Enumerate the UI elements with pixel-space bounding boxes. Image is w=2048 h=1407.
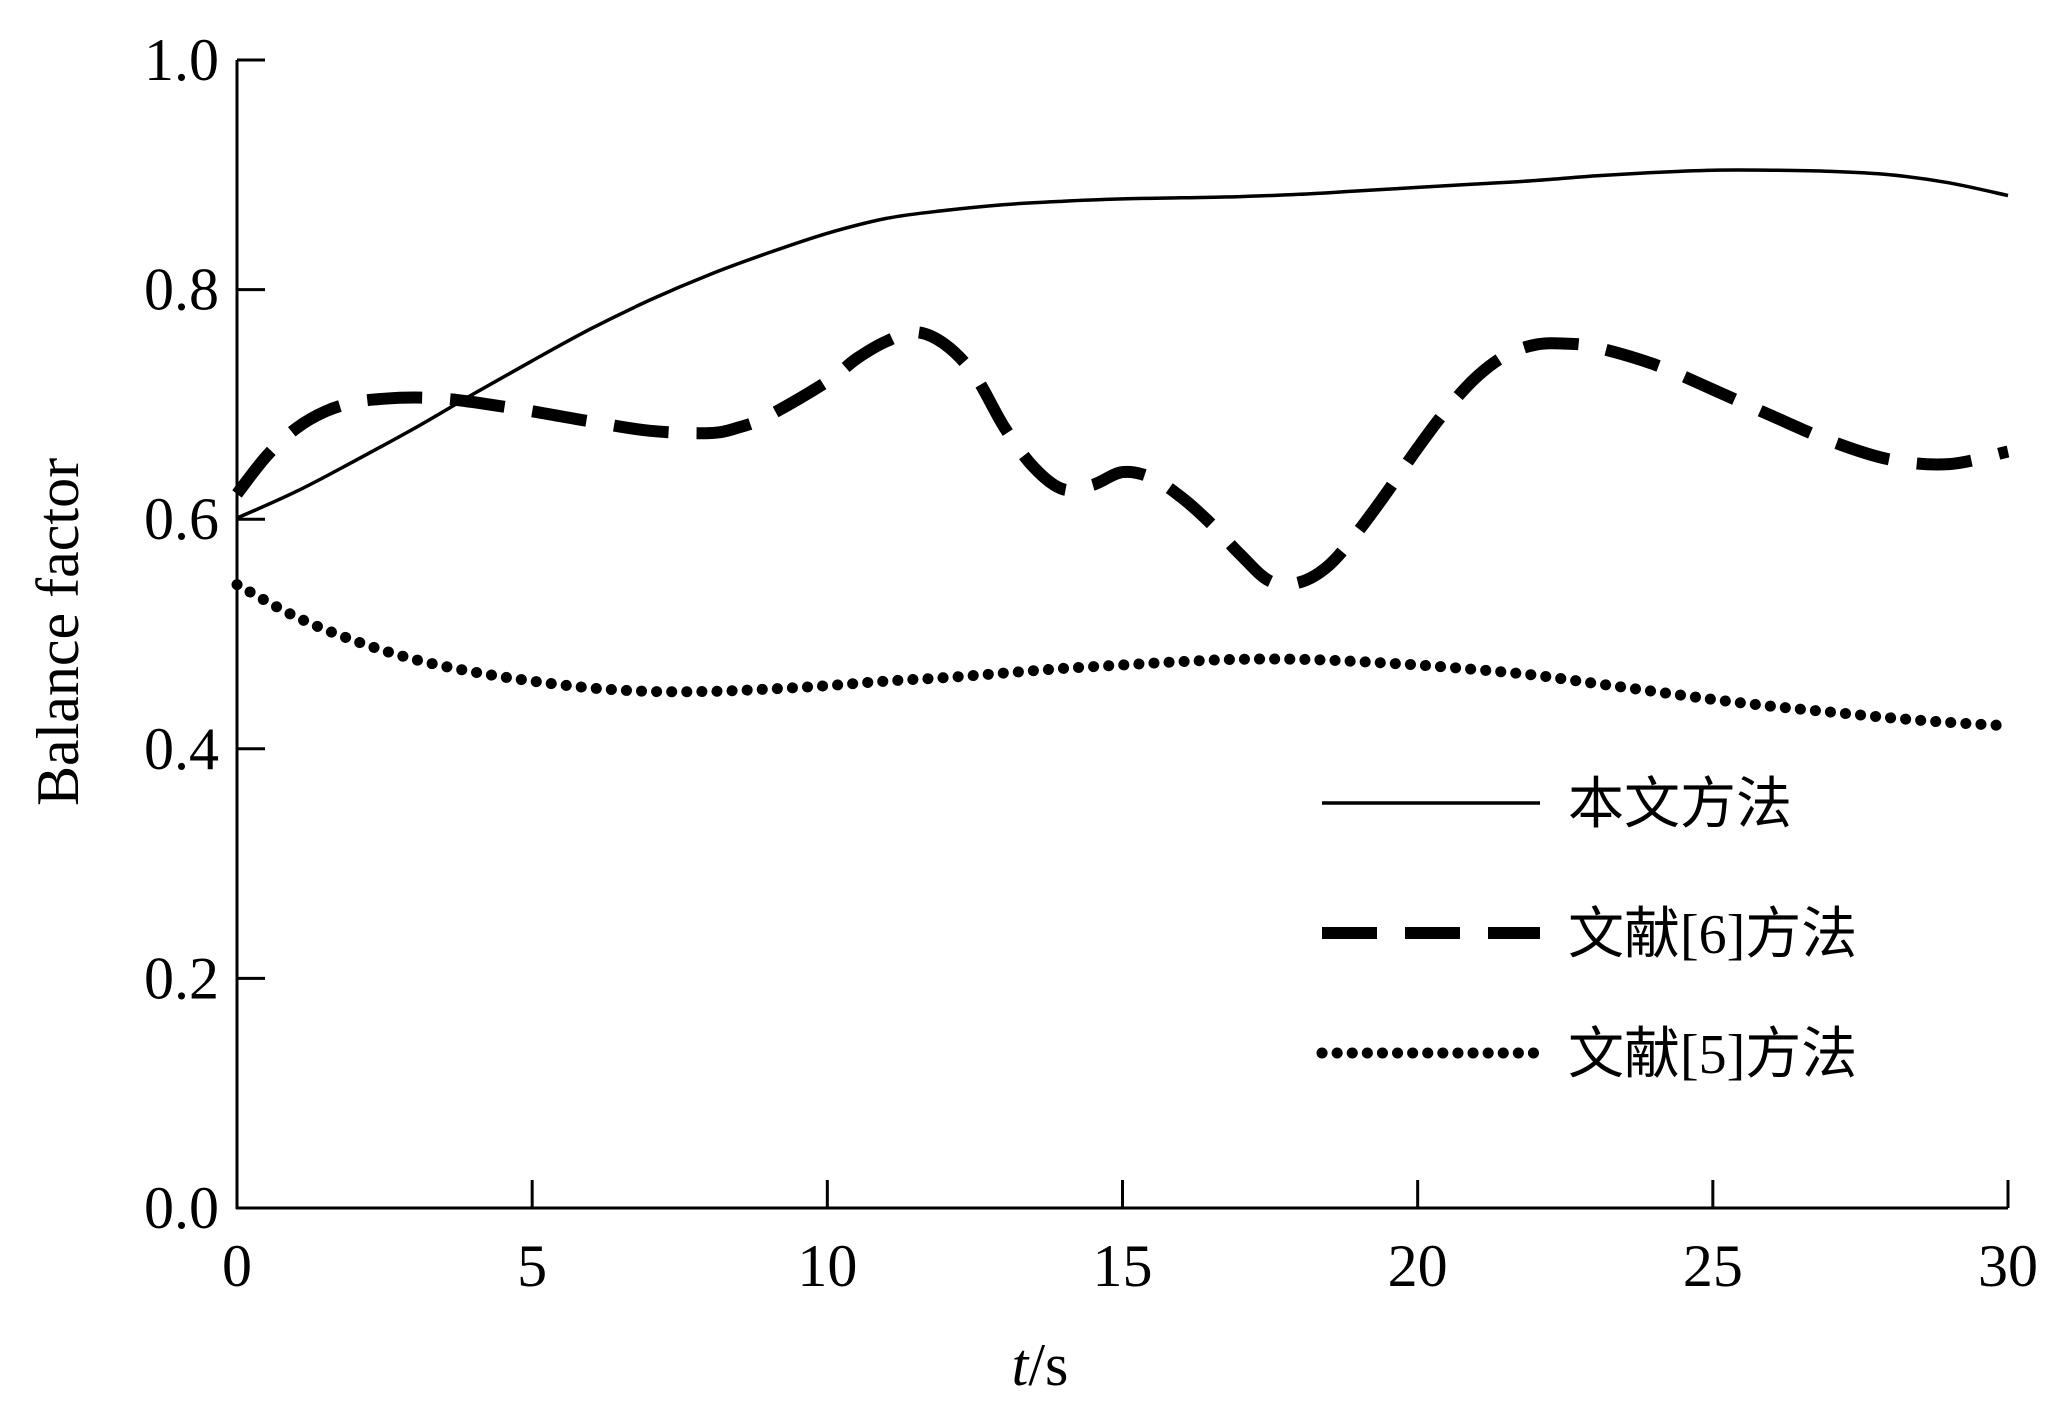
x-tick-label: 30 — [1978, 1233, 2038, 1299]
y-tick-label: 0.6 — [144, 486, 219, 552]
x-tick-label: 25 — [1683, 1233, 1743, 1299]
x-axis-label-unit: /s — [1028, 1332, 1068, 1398]
legend-label-1: 本文方法 — [1568, 774, 1792, 836]
chart-series — [231, 168, 2014, 732]
series-line-2 — [232, 326, 2010, 591]
legend-label-2: 文献[6]方法 — [1568, 904, 1857, 966]
chart-ticks: 0.0 0.2 0.4 0.6 0.8 1.0 0 5 10 15 20 25 30 — [144, 27, 2038, 1299]
x-tick-label: 0 — [222, 1233, 252, 1299]
x-tick-label: 10 — [797, 1233, 857, 1299]
y-tick-label: 0.2 — [144, 945, 219, 1011]
series-line-3 — [231, 579, 2014, 732]
x-axis-label: t/s — [1012, 1332, 1069, 1398]
x-tick-label: 5 — [517, 1233, 547, 1299]
y-axis-label: Balance factor — [25, 458, 91, 806]
legend-label-3: 文献[5]方法 — [1568, 1024, 1857, 1086]
series-line-1 — [236, 168, 2009, 520]
y-tick-label: 1.0 — [144, 27, 219, 93]
x-tick-label: 15 — [1093, 1233, 1153, 1299]
x-tick-label: 20 — [1388, 1233, 1448, 1299]
y-tick-label: 0.0 — [144, 1175, 219, 1241]
x-axis-label-variable: t — [1012, 1332, 1030, 1398]
y-tick-label: 0.8 — [144, 257, 219, 323]
y-tick-label: 0.4 — [144, 716, 219, 782]
